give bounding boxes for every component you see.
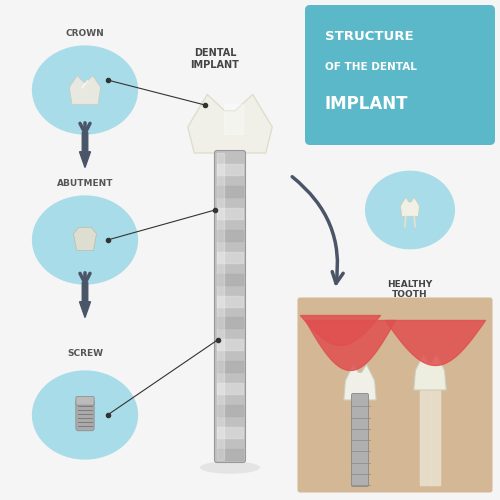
- Polygon shape: [414, 354, 446, 390]
- Polygon shape: [188, 94, 272, 153]
- Text: STRUCTURE: STRUCTURE: [325, 30, 414, 43]
- Text: DENTAL
IMPLANT: DENTAL IMPLANT: [190, 48, 240, 70]
- Ellipse shape: [32, 46, 138, 134]
- Polygon shape: [400, 198, 419, 216]
- Text: OF THE DENTAL: OF THE DENTAL: [325, 62, 417, 72]
- Ellipse shape: [200, 461, 260, 474]
- Text: CROWN: CROWN: [66, 28, 104, 38]
- FancyBboxPatch shape: [76, 396, 94, 405]
- FancyArrow shape: [80, 282, 90, 318]
- Ellipse shape: [32, 370, 138, 460]
- FancyBboxPatch shape: [352, 394, 368, 486]
- FancyArrowPatch shape: [292, 176, 343, 284]
- Text: HEALTHY
TOOTH: HEALTHY TOOTH: [388, 280, 432, 299]
- FancyBboxPatch shape: [76, 399, 94, 431]
- FancyArrow shape: [80, 132, 90, 168]
- Ellipse shape: [365, 170, 455, 250]
- Text: SCREW: SCREW: [67, 348, 103, 358]
- Polygon shape: [74, 228, 96, 250]
- Ellipse shape: [32, 196, 138, 284]
- FancyBboxPatch shape: [298, 298, 492, 492]
- Polygon shape: [70, 76, 100, 104]
- FancyBboxPatch shape: [305, 5, 495, 145]
- Text: IMPLANT: IMPLANT: [325, 95, 408, 113]
- Text: ABUTMENT: ABUTMENT: [57, 178, 113, 188]
- FancyBboxPatch shape: [214, 150, 246, 463]
- Polygon shape: [344, 364, 376, 400]
